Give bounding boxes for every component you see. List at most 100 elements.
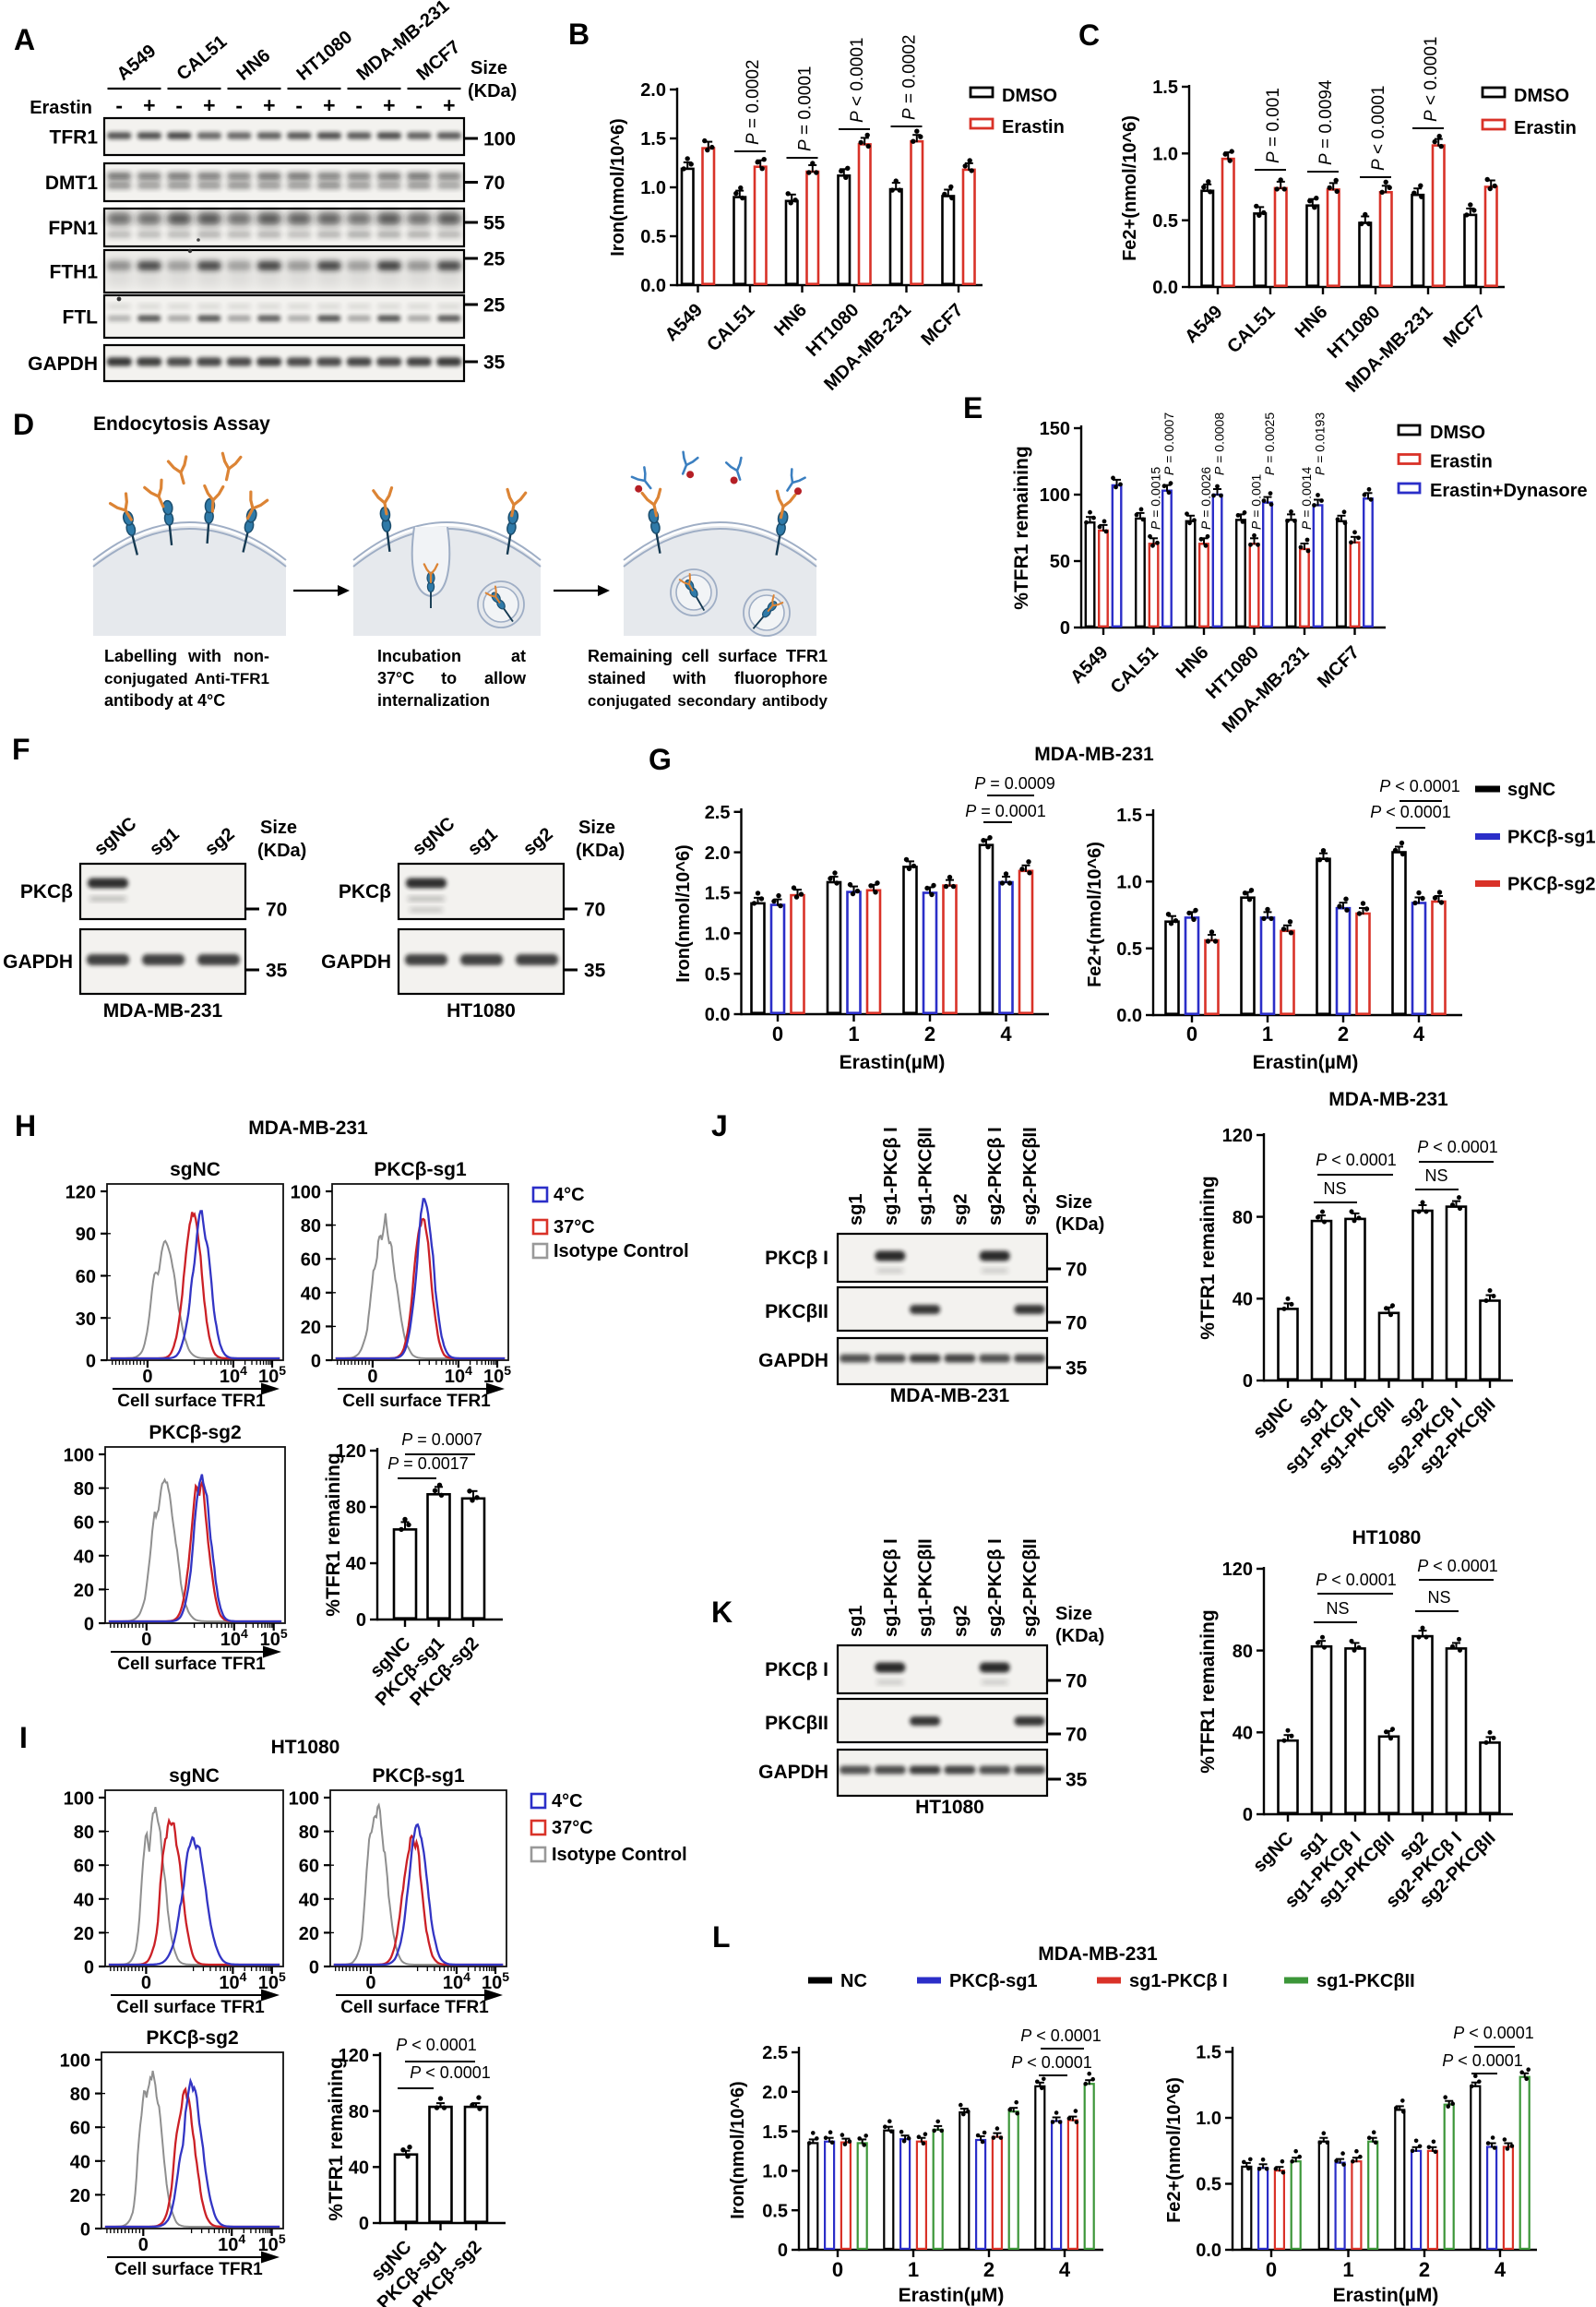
svg-text:NS: NS bbox=[1424, 1166, 1447, 1185]
svg-text:80: 80 bbox=[70, 2085, 90, 2105]
svg-text:100: 100 bbox=[64, 1446, 94, 1466]
svg-text:Iron(nmol/10^6): Iron(nmol/10^6) bbox=[673, 844, 694, 982]
svg-text:H: H bbox=[15, 1109, 36, 1142]
svg-text:P = 0.0007: P = 0.0007 bbox=[1161, 412, 1176, 475]
svg-text:-: - bbox=[235, 93, 243, 117]
svg-text:120: 120 bbox=[1222, 1126, 1253, 1146]
svg-text:to: to bbox=[441, 669, 457, 687]
svg-text:HT1080: HT1080 bbox=[271, 1737, 340, 1758]
svg-text:P = 0.0001: P = 0.0001 bbox=[796, 66, 816, 151]
svg-text:sg1-PKCβ I: sg1-PKCβ I bbox=[1129, 1971, 1228, 1991]
svg-text:Size: Size bbox=[1055, 1604, 1092, 1624]
svg-text:FTH1: FTH1 bbox=[50, 262, 99, 283]
svg-text:0: 0 bbox=[356, 1610, 366, 1631]
svg-text:Cell surface TFR1: Cell surface TFR1 bbox=[117, 1392, 266, 1411]
svg-text:PKCβ-sg1: PKCβ-sg1 bbox=[374, 1159, 467, 1180]
svg-text:60: 60 bbox=[70, 2119, 90, 2139]
svg-text:80: 80 bbox=[346, 1498, 366, 1518]
svg-text:P = 0.001: P = 0.001 bbox=[1249, 473, 1264, 530]
svg-text:Fe2+(nmol/10^6): Fe2+(nmol/10^6) bbox=[1120, 115, 1140, 261]
svg-text:70: 70 bbox=[1066, 1725, 1087, 1746]
svg-text:NS: NS bbox=[1427, 1588, 1450, 1607]
svg-text:0: 0 bbox=[80, 2220, 90, 2241]
svg-text:0: 0 bbox=[367, 1367, 377, 1387]
svg-text:MDA-MB-231: MDA-MB-231 bbox=[248, 1118, 368, 1139]
svg-text:0.5: 0.5 bbox=[1152, 211, 1178, 232]
svg-text:+: + bbox=[443, 93, 455, 117]
svg-text:Cell surface TFR1: Cell surface TFR1 bbox=[117, 1655, 266, 1674]
svg-text:(KDa): (KDa) bbox=[257, 841, 306, 861]
svg-text:1: 1 bbox=[848, 1022, 859, 1046]
svg-text:TFR1: TFR1 bbox=[50, 127, 99, 149]
svg-text:P = 0.0008: P = 0.0008 bbox=[1212, 412, 1227, 475]
svg-text:P = 0.0025: P = 0.0025 bbox=[1262, 412, 1277, 475]
svg-text:F: F bbox=[12, 733, 30, 766]
svg-text:2.0: 2.0 bbox=[705, 843, 731, 864]
svg-text:80: 80 bbox=[1233, 1208, 1253, 1228]
svg-text:sg1-PKCβII: sg1-PKCβII bbox=[916, 1127, 936, 1225]
svg-text:NS: NS bbox=[1326, 1599, 1349, 1618]
svg-text:150: 150 bbox=[1040, 419, 1070, 439]
svg-text:25: 25 bbox=[483, 249, 506, 270]
svg-text:4°C: 4°C bbox=[552, 1791, 583, 1811]
svg-text:2.5: 2.5 bbox=[762, 2043, 788, 2063]
svg-text:I: I bbox=[19, 1721, 28, 1754]
svg-text:Isotype Control: Isotype Control bbox=[554, 1241, 689, 1261]
svg-text:0.5: 0.5 bbox=[1196, 2175, 1221, 2195]
svg-text:90: 90 bbox=[76, 1225, 96, 1245]
svg-text:1.0: 1.0 bbox=[1152, 145, 1178, 165]
svg-text:1.5: 1.5 bbox=[1116, 806, 1142, 826]
svg-text:GAPDH: GAPDH bbox=[3, 951, 73, 973]
svg-text:Fe2+(nmol/10^6): Fe2+(nmol/10^6) bbox=[1164, 2077, 1185, 2223]
svg-text:Isotype Control: Isotype Control bbox=[552, 1845, 687, 1865]
svg-text:Size: Size bbox=[260, 818, 297, 838]
svg-text:40: 40 bbox=[349, 2158, 369, 2179]
svg-text:20: 20 bbox=[74, 1924, 94, 1944]
svg-text:GAPDH: GAPDH bbox=[28, 353, 98, 375]
svg-text:P = 0.0017: P = 0.0017 bbox=[387, 1454, 469, 1473]
svg-text:P < 0.0001: P < 0.0001 bbox=[1369, 86, 1388, 171]
svg-text:with: with bbox=[187, 647, 221, 665]
svg-text:conjugated: conjugated bbox=[588, 692, 672, 710]
svg-text:+: + bbox=[263, 93, 275, 117]
svg-text:A: A bbox=[14, 23, 35, 56]
svg-text:0: 0 bbox=[1243, 1805, 1253, 1825]
svg-text:1.0: 1.0 bbox=[1116, 873, 1142, 893]
svg-text:P < 0.0001: P < 0.0001 bbox=[1020, 2026, 1102, 2045]
svg-text:sg1-PKCβ I: sg1-PKCβ I bbox=[881, 1538, 901, 1637]
svg-text:0: 0 bbox=[84, 1615, 94, 1635]
svg-text:P < 0.0001: P < 0.0001 bbox=[1379, 777, 1460, 795]
svg-text:C: C bbox=[1078, 18, 1100, 52]
svg-text:Erastin: Erastin bbox=[1430, 452, 1493, 472]
svg-text:sgNC: sgNC bbox=[1507, 780, 1555, 800]
svg-text:+: + bbox=[203, 93, 215, 117]
svg-text:P < 0.0001: P < 0.0001 bbox=[1417, 1138, 1498, 1156]
svg-text:1.5: 1.5 bbox=[1196, 2043, 1221, 2063]
svg-text:GAPDH: GAPDH bbox=[758, 1762, 828, 1783]
svg-text:E: E bbox=[963, 391, 983, 424]
svg-text:P = 0.0193: P = 0.0193 bbox=[1313, 412, 1328, 475]
svg-text:1: 1 bbox=[1342, 2258, 1353, 2281]
svg-text:2.5: 2.5 bbox=[705, 803, 731, 823]
svg-text:-: - bbox=[175, 93, 183, 117]
svg-text:Remaining: Remaining bbox=[588, 647, 673, 665]
svg-text:35: 35 bbox=[584, 961, 606, 982]
svg-text:P < 0.0001: P < 0.0001 bbox=[848, 38, 867, 123]
svg-text:(KDa): (KDa) bbox=[468, 81, 517, 102]
svg-text:L: L bbox=[712, 1920, 731, 1954]
svg-text:sg2: sg2 bbox=[950, 1606, 971, 1637]
svg-text:PKCβ-sg2: PKCβ-sg2 bbox=[1507, 875, 1596, 895]
svg-text:120: 120 bbox=[339, 2046, 369, 2066]
svg-text:2.0: 2.0 bbox=[640, 80, 666, 101]
svg-text:P = 0.0009: P = 0.0009 bbox=[974, 774, 1055, 793]
svg-text:+: + bbox=[383, 93, 395, 117]
svg-text:35: 35 bbox=[1066, 1358, 1088, 1380]
svg-text:DMT1: DMT1 bbox=[45, 173, 98, 194]
svg-text:0: 0 bbox=[142, 1367, 152, 1387]
svg-text:1: 1 bbox=[1262, 1022, 1273, 1046]
svg-text:40: 40 bbox=[74, 1547, 94, 1567]
svg-text:0: 0 bbox=[365, 1973, 375, 1993]
svg-text:sg1: sg1 bbox=[846, 1194, 866, 1225]
svg-text:NC: NC bbox=[840, 1971, 867, 1991]
svg-text:0.5: 0.5 bbox=[640, 227, 666, 247]
